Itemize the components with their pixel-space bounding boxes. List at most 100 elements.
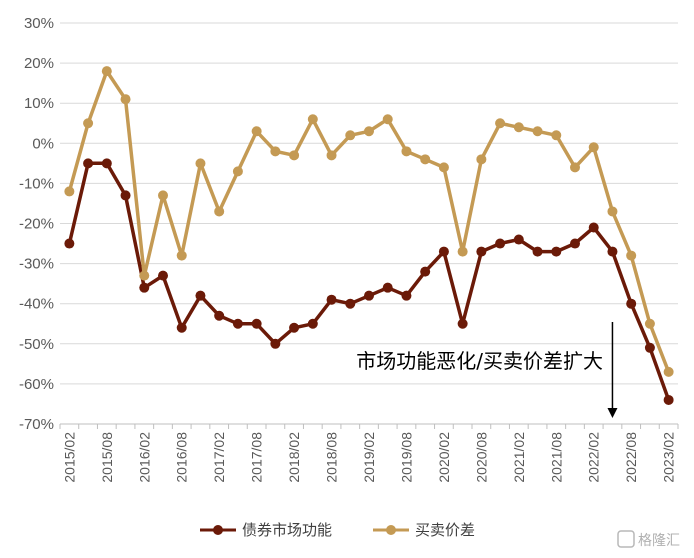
data-point xyxy=(401,146,412,157)
data-point xyxy=(644,342,655,353)
data-point xyxy=(364,290,374,301)
data-point xyxy=(101,66,112,77)
data-point xyxy=(232,318,243,329)
data-point xyxy=(551,246,562,257)
data-point xyxy=(289,322,300,333)
data-point xyxy=(532,246,543,257)
x-tick-label: 2017/02 xyxy=(211,432,227,483)
data-point xyxy=(626,250,637,261)
series-1 xyxy=(64,158,674,405)
x-tick-label: 2022/08 xyxy=(623,432,639,483)
data-point xyxy=(326,150,337,161)
x-tick-label: 2016/02 xyxy=(136,432,152,483)
x-tick-label: 2020/02 xyxy=(436,432,452,483)
y-tick-label: -70% xyxy=(19,416,54,433)
x-tick-label: 2020/08 xyxy=(473,432,489,483)
data-point xyxy=(420,154,431,165)
y-tick-label: -50% xyxy=(19,336,54,353)
data-point xyxy=(176,250,187,261)
data-point xyxy=(101,158,112,169)
data-point xyxy=(495,238,506,249)
grid-lines xyxy=(60,22,678,385)
data-point xyxy=(457,318,468,329)
data-point xyxy=(345,130,356,141)
legend-item-series-1: 债券市场功能 xyxy=(200,521,332,539)
data-point xyxy=(289,150,300,161)
data-point xyxy=(232,166,243,177)
data-point xyxy=(513,234,524,245)
data-point xyxy=(626,298,637,309)
data-point xyxy=(495,118,506,129)
legend: 债券市场功能 买卖价差 xyxy=(200,521,475,539)
watermark: 格隆汇 xyxy=(617,530,680,549)
data-point xyxy=(195,158,206,169)
data-point xyxy=(307,114,318,125)
y-tick-label: 30% xyxy=(24,15,54,32)
data-point xyxy=(551,130,562,141)
data-point xyxy=(195,290,206,301)
data-point xyxy=(120,190,131,201)
data-point xyxy=(120,94,131,105)
series-2 xyxy=(64,66,674,377)
data-point xyxy=(644,318,655,329)
data-point xyxy=(476,246,487,257)
data-point xyxy=(607,246,618,257)
series-line-2 xyxy=(67,69,671,373)
legend-dot-series-2 xyxy=(386,525,396,535)
data-point xyxy=(139,282,150,293)
data-point xyxy=(438,162,449,173)
data-point xyxy=(476,154,487,165)
data-point xyxy=(83,118,94,129)
data-point xyxy=(214,206,225,217)
y-tick-label: 20% xyxy=(24,55,54,72)
data-point xyxy=(158,270,168,281)
data-point xyxy=(401,290,412,301)
data-point xyxy=(139,270,150,281)
y-tick-label: -10% xyxy=(19,175,54,192)
data-point xyxy=(307,318,318,329)
data-point xyxy=(345,298,356,309)
x-tick-label: 2021/02 xyxy=(511,432,527,483)
logo-mark-icon xyxy=(617,530,635,548)
y-tick-label: 0% xyxy=(32,135,54,152)
data-point xyxy=(457,246,468,257)
legend-dot-series-1 xyxy=(213,525,223,535)
y-axis-ticks: 30% 20% 10% 0% -10% -20% -30% -40% -50% -60% -70% xyxy=(19,15,54,433)
data-point xyxy=(663,394,674,405)
y-tick-label: -60% xyxy=(19,376,54,393)
x-axis-ticks: 2015/02 2015/08 2016/02 2016/08 2017/02 2017/… xyxy=(59,424,679,483)
y-tick-label: -20% xyxy=(19,216,54,233)
data-point xyxy=(588,222,599,233)
x-tick-label: 2021/08 xyxy=(548,432,564,483)
x-tick-label: 2018/02 xyxy=(286,432,302,483)
annotation: 市场功能恶化/买卖价差扩大 xyxy=(356,322,618,418)
data-point xyxy=(176,322,187,333)
annotation-text: 市场功能恶化/买卖价差扩大 xyxy=(356,349,603,373)
data-point xyxy=(214,310,225,321)
x-tick-label: 2015/02 xyxy=(61,432,77,483)
data-point xyxy=(251,126,262,137)
data-point xyxy=(64,186,75,197)
data-point xyxy=(607,206,618,217)
annotation-arrowhead xyxy=(607,408,618,418)
legend-item-series-2: 买卖价差 xyxy=(373,521,475,539)
data-point xyxy=(420,266,431,277)
data-point xyxy=(83,158,94,169)
data-point xyxy=(570,238,580,249)
x-tick-label: 2022/02 xyxy=(586,432,602,483)
data-point xyxy=(382,282,393,293)
data-point xyxy=(270,146,281,157)
x-tick-label: 2016/08 xyxy=(174,432,190,483)
legend-label-series-2: 买卖价差 xyxy=(415,521,475,539)
data-point xyxy=(532,126,543,137)
y-tick-label: -40% xyxy=(19,296,54,313)
x-tick-label: 2019/08 xyxy=(398,432,414,483)
x-tick-label: 2017/08 xyxy=(249,432,265,483)
data-point xyxy=(270,338,281,349)
data-point xyxy=(663,366,674,377)
y-tick-label: -30% xyxy=(19,256,54,273)
watermark-text: 格隆汇 xyxy=(638,533,680,549)
data-point xyxy=(364,126,374,137)
series-group xyxy=(64,66,674,405)
